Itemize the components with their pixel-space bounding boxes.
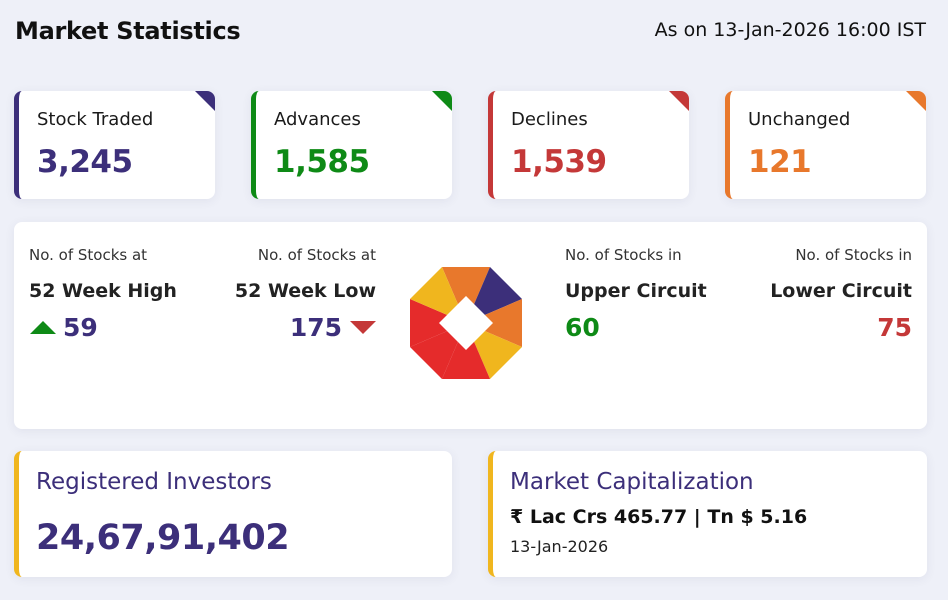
stock-traded-value: 3,245 xyxy=(37,144,133,180)
investors-value: 24,67,91,402 xyxy=(36,518,290,558)
corner-accent xyxy=(432,91,452,111)
stock-traded-card[interactable]: Stock Traded 3,245 xyxy=(14,91,215,199)
high52-caption: No. of Stocks at xyxy=(29,246,148,264)
market-extremes-panel: No. of Stocks at 52 Week High 59 No. of … xyxy=(14,222,927,429)
corner-accent xyxy=(906,91,926,111)
nse-logo-icon xyxy=(410,267,522,379)
upper-circuit-label[interactable]: Upper Circuit xyxy=(565,280,707,302)
high52-value[interactable]: 59 xyxy=(63,313,98,342)
market-cap-date: 13-Jan-2026 xyxy=(510,537,609,556)
advances-card[interactable]: Advances 1,585 xyxy=(251,91,452,199)
unchanged-value: 121 xyxy=(748,144,812,180)
market-cap-value: ₹ Lac Crs 465.77 | Tn $ 5.16 xyxy=(510,506,808,528)
low52-caption: No. of Stocks at xyxy=(257,246,376,264)
low52-label[interactable]: 52 Week Low xyxy=(234,280,376,302)
low52-value[interactable]: 175 xyxy=(289,313,342,342)
declines-card[interactable]: Declines 1,539 xyxy=(488,91,689,199)
lower-circuit-caption: No. of Stocks in xyxy=(795,246,912,264)
stock-traded-label: Stock Traded xyxy=(37,109,154,130)
lower-circuit-label[interactable]: Lower Circuit xyxy=(770,280,912,302)
upper-circuit-value[interactable]: 60 xyxy=(565,313,600,342)
arrow-up-icon xyxy=(30,321,56,334)
investors-title: Registered Investors xyxy=(36,469,272,495)
advances-label: Advances xyxy=(274,109,361,130)
corner-accent xyxy=(195,91,215,111)
registered-investors-card[interactable]: Registered Investors 24,67,91,402 xyxy=(14,451,452,577)
lower-circuit-value[interactable]: 75 xyxy=(877,313,912,342)
as-of-timestamp: As on 13-Jan-2026 16:00 IST xyxy=(654,19,926,41)
advances-value: 1,585 xyxy=(274,144,370,180)
arrow-down-icon xyxy=(350,321,376,334)
declines-label: Declines xyxy=(511,109,588,130)
market-cap-title: Market Capitalization xyxy=(510,469,754,495)
declines-value: 1,539 xyxy=(511,144,607,180)
unchanged-card[interactable]: Unchanged 121 xyxy=(725,91,926,199)
corner-accent xyxy=(669,91,689,111)
unchanged-label: Unchanged xyxy=(748,109,851,130)
high52-label[interactable]: 52 Week High xyxy=(29,280,177,302)
page-title: Market Statistics xyxy=(15,17,241,45)
upper-circuit-caption: No. of Stocks in xyxy=(565,246,682,264)
market-cap-card[interactable]: Market Capitalization ₹ Lac Crs 465.77 |… xyxy=(488,451,927,577)
